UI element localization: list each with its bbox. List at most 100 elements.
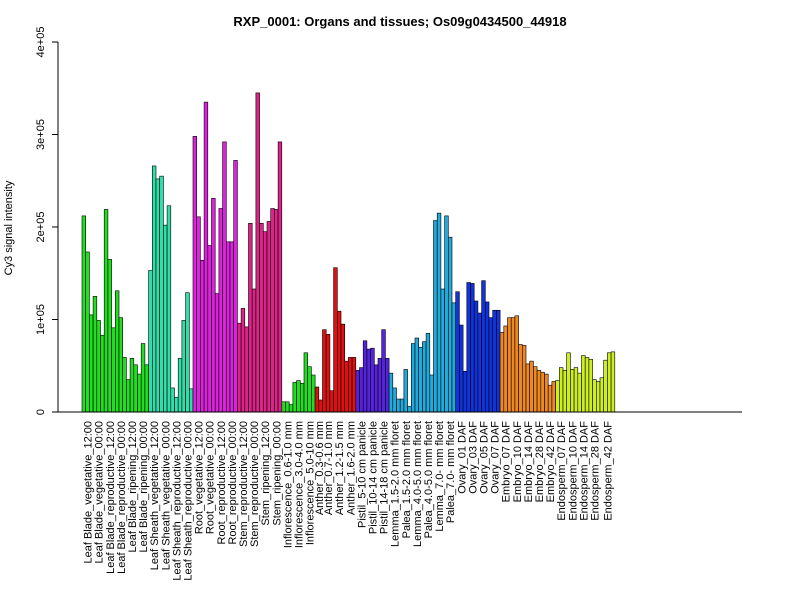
y-tick-label: 1e+05 (35, 304, 47, 335)
x-tick-label: Pistil_10-14 cm panicle (367, 421, 379, 534)
x-tick-label: Root_reproductive_00:00 (227, 421, 239, 545)
x-tick-label: Stem_reproductive_00:00 (249, 421, 261, 547)
bar (610, 351, 616, 413)
bar (274, 209, 279, 413)
bar (436, 212, 442, 413)
y-axis: 0 1e+05 2e+05 3e+05 4e+05 (35, 27, 59, 415)
bar (200, 259, 205, 413)
x-tick-label: Stem_ripening_00:00 (271, 421, 283, 526)
chart-title: RXP_0001: Organs and tissues; Os09g04345… (233, 14, 566, 29)
bar (496, 309, 501, 413)
bar (525, 363, 531, 413)
x-tick-label: Ovary_01 DAF (456, 421, 468, 494)
bar (329, 390, 334, 413)
bar (251, 288, 257, 413)
bar (521, 345, 527, 413)
x-tick-label: Stem_reproductive_12:00 (238, 421, 250, 547)
bar (89, 314, 94, 413)
x-tick-label: Stem_ripening_12:00 (260, 421, 272, 526)
x-tick-label: Anther_0.3-0.6 mm (314, 421, 326, 515)
y-tick-label: 4e+05 (35, 27, 47, 58)
bar (144, 364, 149, 413)
bar (115, 290, 120, 413)
bar (488, 317, 494, 413)
bar (262, 231, 268, 413)
bar (418, 346, 423, 413)
bar (248, 223, 253, 413)
bar (185, 292, 190, 413)
bar (211, 198, 216, 413)
bar (573, 367, 579, 413)
bar (292, 382, 297, 413)
bar (155, 178, 161, 413)
bar (392, 387, 397, 413)
x-tick-label: Root_reproductive_12:00 (216, 421, 228, 545)
x-tick-label: Anther_0.7-1.0 mm (323, 421, 335, 515)
bar (607, 352, 612, 413)
bar (214, 293, 220, 413)
bar (507, 317, 512, 413)
bar (459, 324, 464, 413)
bar (100, 334, 105, 413)
bar (536, 370, 542, 413)
bar (547, 384, 553, 413)
bar (462, 370, 468, 413)
bar (581, 355, 586, 413)
bar (281, 401, 286, 413)
x-tick-label: Anther_1.6-2.0 mm (345, 421, 357, 515)
x-tick-label: Inflorescence_3.0-4.0 mm (293, 421, 305, 548)
bar (159, 175, 164, 413)
bar (466, 282, 471, 413)
bar (333, 267, 338, 413)
bar (148, 270, 153, 413)
bar (540, 371, 545, 413)
bar (181, 320, 186, 413)
bar (218, 208, 223, 413)
bar (492, 309, 497, 413)
bar (129, 358, 135, 413)
bar (484, 301, 490, 413)
bar (551, 381, 556, 413)
bar (558, 367, 564, 413)
bar (163, 224, 168, 413)
bar (410, 343, 416, 413)
x-tick-label: Ovary_07 DAF (490, 421, 502, 494)
bar (562, 370, 568, 413)
x-tick-label: Endosperm_10 DAF (567, 421, 579, 521)
bar (170, 387, 175, 413)
bar (137, 373, 142, 413)
bar (288, 404, 294, 413)
bar (366, 348, 371, 413)
y-tick-label: 0 (35, 409, 47, 415)
bar (103, 209, 109, 413)
bar (111, 327, 116, 413)
bar (192, 136, 198, 413)
bar (518, 344, 523, 413)
bar (577, 372, 582, 413)
bar (314, 386, 320, 413)
bar (603, 359, 608, 413)
bar (166, 205, 172, 413)
x-tick-label: Endosperm_14 DAF (578, 421, 590, 521)
y-tick-label: 2e+05 (35, 212, 47, 243)
bar (233, 160, 238, 413)
bar (318, 399, 323, 413)
bar (229, 241, 235, 413)
bar (370, 347, 375, 413)
bar (255, 92, 260, 413)
x-tick-label: Leaf Blade_vegetative_00:00 (94, 421, 106, 564)
x-tick-label: Pistil_5-10 cm panicle (356, 421, 368, 528)
bar (362, 340, 368, 413)
bar (203, 101, 209, 413)
bar (348, 357, 353, 413)
bar (396, 398, 401, 413)
bar (237, 322, 242, 413)
x-tick-label: Embryo_10 DAF (512, 421, 524, 503)
bar (299, 383, 305, 413)
bar (388, 372, 394, 413)
bar (85, 251, 90, 413)
bar (322, 329, 327, 413)
bar (259, 223, 264, 413)
bar (373, 364, 379, 413)
bar (277, 141, 283, 413)
